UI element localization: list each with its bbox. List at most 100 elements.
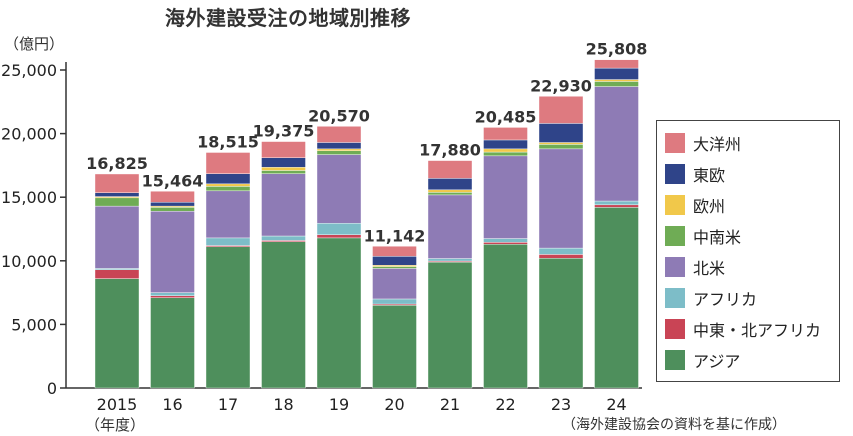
bar-segment [427, 189, 473, 193]
bar-segment [594, 59, 639, 69]
bar-segment [316, 150, 362, 155]
bar-segment [483, 148, 528, 153]
bar-segment [538, 148, 584, 249]
bar-total-label: 17,880 [419, 141, 481, 160]
bar-segment [205, 152, 251, 174]
bar-total-label: 15,464 [142, 171, 204, 190]
bar-segment [94, 173, 140, 193]
legend-swatch [665, 194, 685, 215]
legend-item: 大洋州 [665, 127, 839, 158]
bar-segment [427, 258, 473, 262]
x-tick-label: 21 [440, 395, 460, 414]
bar-segment [150, 191, 195, 203]
bar-segment [261, 170, 306, 174]
bar-segment [483, 242, 528, 245]
bar-total-label: 16,825 [86, 154, 148, 173]
legend-item: 中東・北アフリカ [665, 313, 839, 344]
x-tick-label: 17 [218, 395, 238, 414]
y-tick-label: 5,000 [11, 315, 57, 334]
legend-label: アジア [693, 351, 741, 371]
legend-item: 北米 [665, 251, 839, 282]
bar-segment [427, 178, 473, 191]
legend-label: 大洋州 [693, 134, 742, 154]
legend-label: 東欧 [693, 165, 726, 185]
chart-title: 海外建設受注の地域別推移 [165, 6, 411, 30]
bar-segment [538, 123, 584, 143]
bar-segment [94, 192, 140, 197]
bar-segment [483, 244, 528, 389]
bar-segment [538, 142, 584, 145]
y-tick-label: 0 [47, 379, 57, 398]
bar-segment [427, 160, 473, 179]
bar-segment [538, 254, 584, 259]
legend-label: 北米 [693, 258, 726, 278]
bar-segment [94, 197, 140, 207]
bar-segment [150, 202, 195, 207]
bar-segment [150, 297, 195, 389]
bar-segment [594, 207, 639, 389]
legend-swatch [665, 256, 685, 277]
bar-segment [594, 79, 639, 82]
bar-segment [205, 186, 251, 192]
bar-segment [261, 167, 306, 171]
bar-total-label: 22,930 [530, 76, 592, 95]
bar-total-label: 20,570 [308, 106, 370, 125]
bar-segment [483, 139, 528, 150]
bar-segment [372, 305, 417, 389]
x-axis-unit-label: （年度） [85, 416, 146, 434]
bar-segment [372, 256, 417, 266]
bar-segment [538, 247, 584, 255]
bar-segment [594, 204, 639, 208]
bar-total-label: 18,515 [197, 132, 259, 151]
bar-total-label: 11,142 [364, 226, 426, 245]
y-axis-unit-label: （億円） [4, 35, 65, 53]
legend-item: 東欧 [665, 158, 839, 189]
bar-segment [261, 235, 306, 241]
bar-segment [205, 246, 251, 389]
bar-segment [94, 278, 140, 389]
bar-segment [594, 67, 639, 80]
bar-segment [372, 298, 417, 305]
bar-segment [150, 207, 195, 212]
bar-segment [205, 237, 251, 246]
bar-segment [205, 190, 251, 239]
bar-segment [150, 295, 195, 298]
x-tick-label: 16 [162, 395, 182, 414]
bar-segment [316, 154, 362, 224]
bar-segment [427, 194, 473, 259]
bar-segment [538, 96, 584, 124]
legend-swatch [665, 287, 685, 308]
bar-segment [483, 127, 528, 141]
bar-segment [594, 86, 639, 202]
bar-segment [261, 173, 306, 237]
x-tick-label: 18 [273, 395, 293, 414]
bar-segment [205, 173, 251, 185]
bar-segment [538, 258, 584, 389]
x-tick-label: 24 [606, 395, 626, 414]
legend-swatch [665, 132, 685, 153]
bar-segment [427, 192, 473, 196]
bar-segment [316, 237, 362, 389]
y-tick-label: 15,000 [1, 188, 57, 207]
bar-segment [538, 144, 584, 150]
legend-item: アフリカ [665, 282, 839, 313]
legend-swatch [665, 163, 685, 184]
bar-total-label: 19,375 [253, 122, 315, 141]
legend-swatch [665, 225, 685, 246]
bar-segment [372, 246, 417, 257]
bar-segment [594, 81, 639, 87]
bar-segment [483, 238, 528, 243]
legend: 大洋州 東欧 欧州 中南米 北米 アフリカ 中東・北アフリカ アジア [656, 120, 840, 382]
legend-item: 中南米 [665, 220, 839, 251]
x-tick-label: 2015 [97, 395, 138, 414]
bar-segment [316, 126, 362, 143]
bar-segment [594, 200, 639, 206]
legend-item: アジア [665, 344, 839, 375]
y-tick-label: 10,000 [1, 252, 57, 271]
x-tick-label: 22 [495, 395, 515, 414]
bar-segment [316, 223, 362, 235]
bar-segment [261, 141, 306, 158]
source-note: （海外建設協会の資料を基に作成） [562, 417, 786, 433]
bar-segment [483, 155, 528, 239]
